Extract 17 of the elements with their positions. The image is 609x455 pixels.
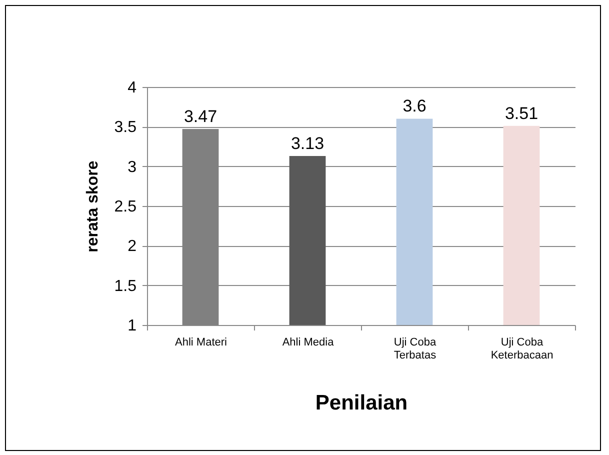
data-label: 3.47 <box>184 107 218 126</box>
y-tick-label: 1.5 <box>114 278 137 295</box>
y-tick-label: 1 <box>128 318 137 334</box>
y-tick-label: 3 <box>128 158 137 176</box>
data-label: 3.51 <box>504 104 538 123</box>
y-tick-label: 2 <box>128 238 137 256</box>
x-tick-label: Uji Coba Terbatas <box>394 336 437 362</box>
y-tick-label: 4 <box>128 80 137 96</box>
y-tick-label: 3.5 <box>114 119 137 136</box>
x-axis-title: Penilaian <box>315 392 408 414</box>
x-tick-label: Ahli Media <box>282 336 335 348</box>
data-label: 3.6 <box>402 96 426 116</box>
y-tick-label: 2.5 <box>114 198 137 216</box>
x-tick-label: Ahli Materi <box>175 336 227 348</box>
x-tick-label: Uji Coba Keterbacaan <box>490 336 554 362</box>
y-axis-title: rerata skore <box>84 160 102 252</box>
data-label: 3.13 <box>290 134 324 154</box>
